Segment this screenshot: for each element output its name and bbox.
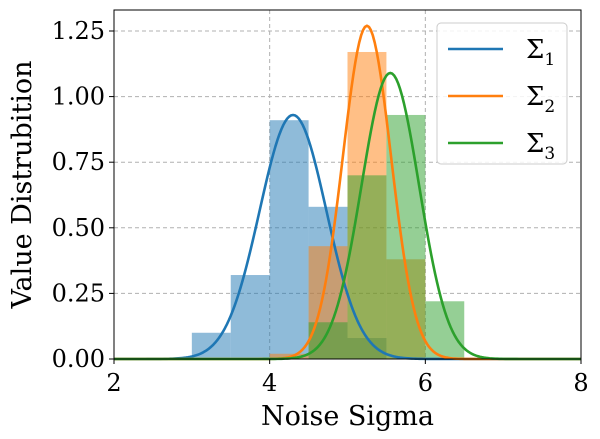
legend-label-series3: Σ3 <box>526 129 555 164</box>
plot-frame <box>113 9 582 360</box>
y-axis-label: Value Distrubition <box>7 60 38 309</box>
legend-label-series1: Σ1 <box>526 35 555 70</box>
x-tick-label-1: 4 <box>262 369 277 397</box>
x-tick-label-3: 8 <box>573 369 588 397</box>
y-tick-label-0: 0.00 <box>52 345 105 373</box>
x-tick-label-0: 2 <box>106 369 121 397</box>
hist-bar-series1-bin2 <box>230 275 270 359</box>
hist-bar-series3-bin3 <box>386 114 426 359</box>
legend: Σ1 Σ2 Σ3 <box>436 22 568 165</box>
axis-ticks: 2 4 6 8 0.00 0.25 0.50 0.75 1.00 1.25 <box>52 17 589 397</box>
y-tick-label-3: 0.75 <box>52 148 105 176</box>
hist-bar-series1-bin3 <box>269 120 309 359</box>
x-axis-label: Noise Sigma <box>261 401 434 432</box>
hist-bar-series3-bin2 <box>347 175 387 359</box>
y-tick-label-4: 1.00 <box>52 83 105 111</box>
legend-label-series2: Σ2 <box>526 82 555 117</box>
x-tick-label-2: 6 <box>418 369 433 397</box>
y-tick-label-1: 0.25 <box>52 279 105 307</box>
legend-box <box>436 22 568 165</box>
y-tick-label-5: 1.25 <box>52 17 105 45</box>
y-tick-label-2: 0.50 <box>52 214 105 242</box>
